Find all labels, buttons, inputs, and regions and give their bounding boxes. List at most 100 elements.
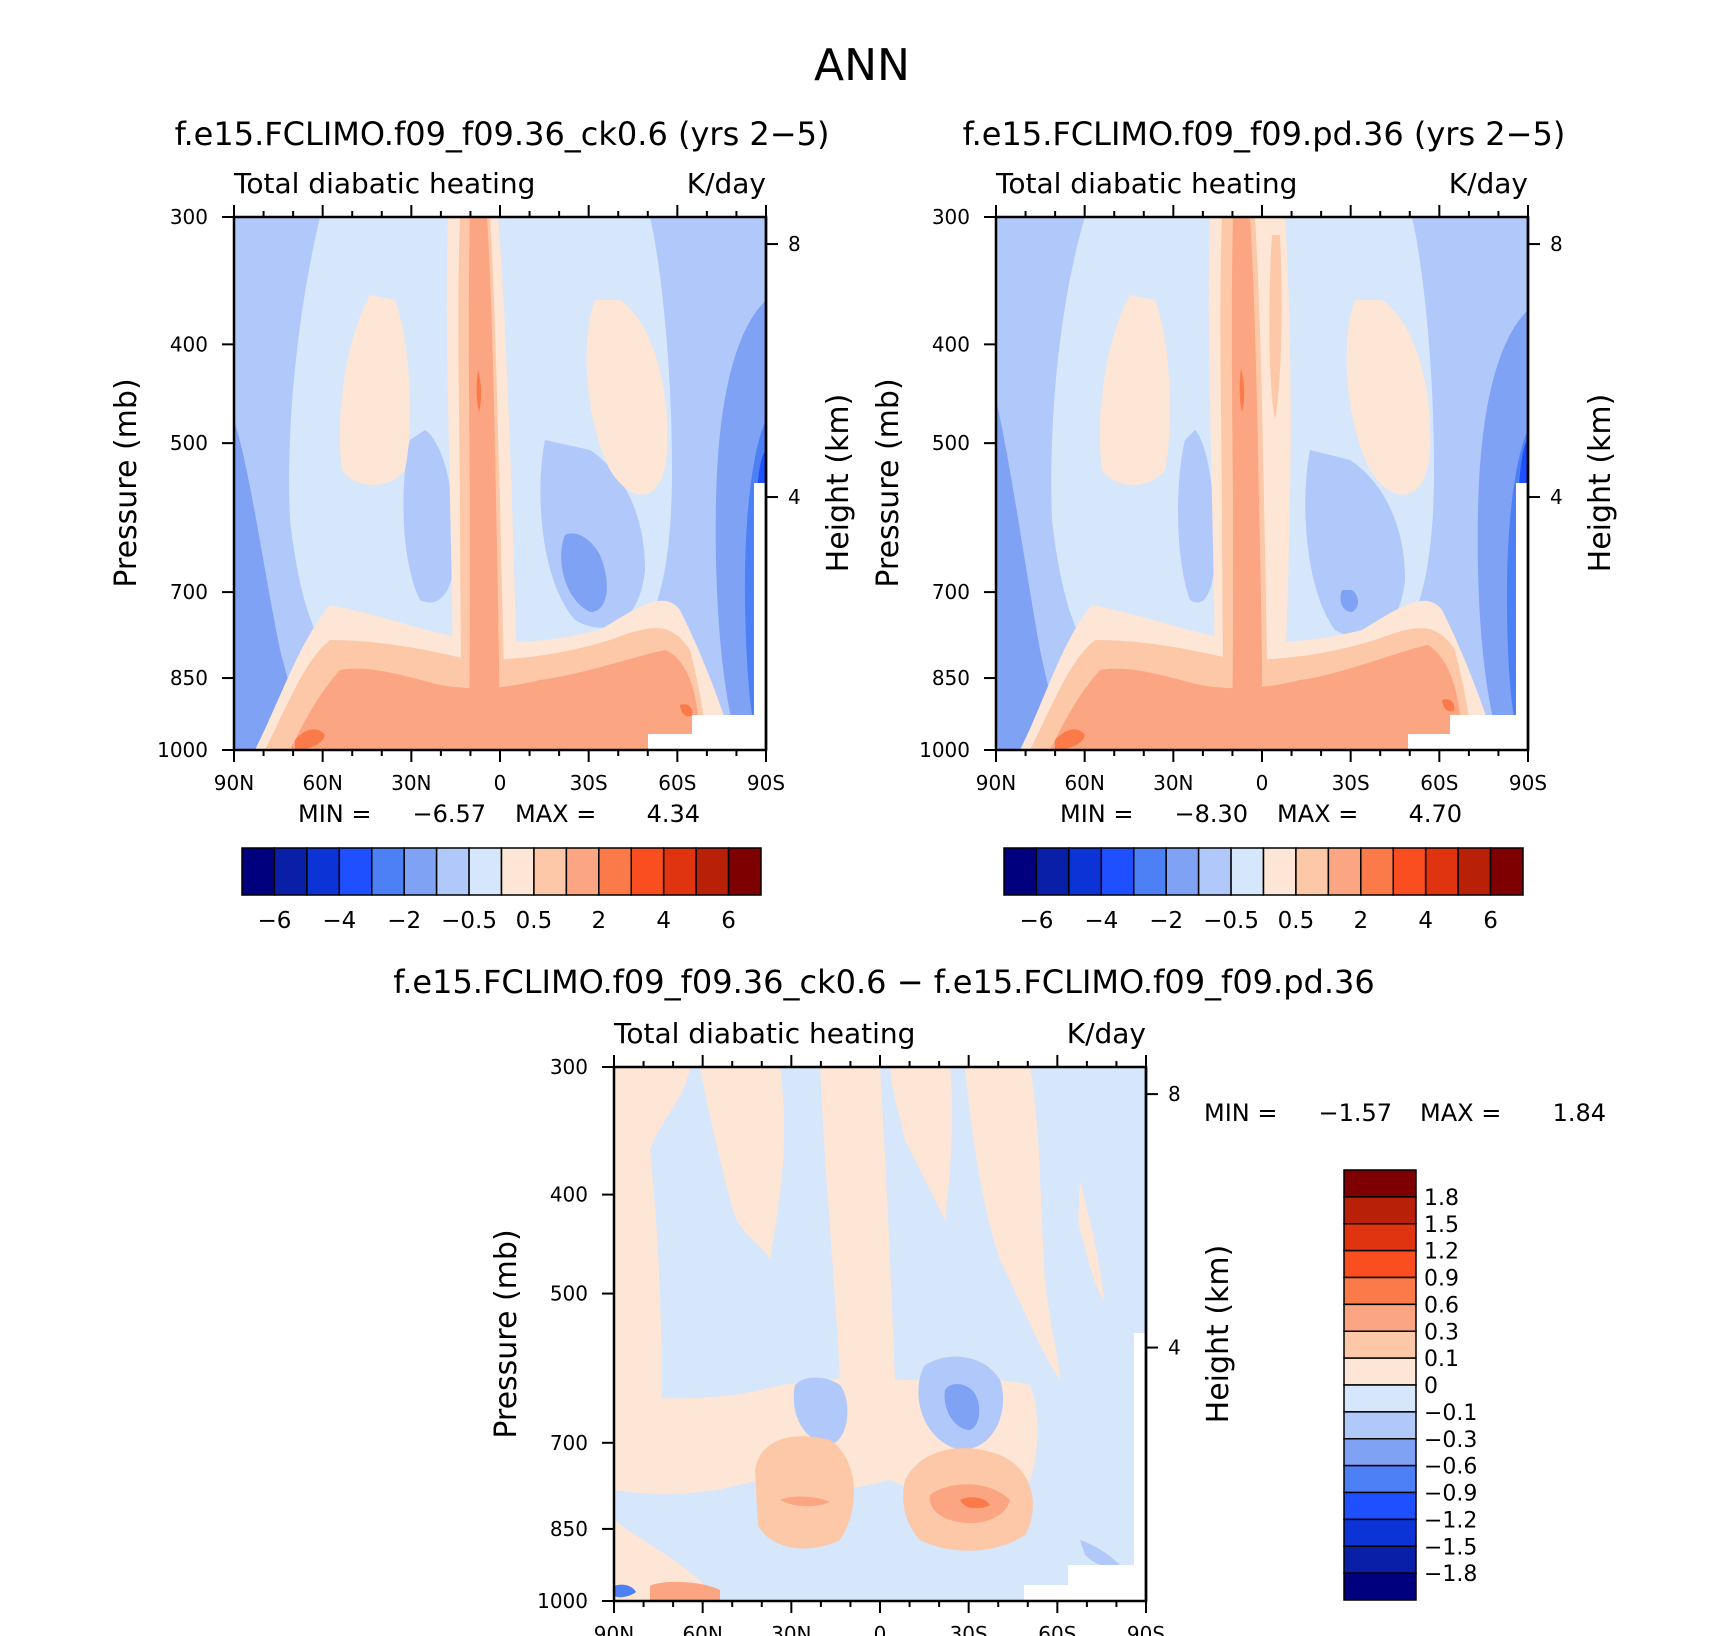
field-region [755,1436,854,1549]
field-region [1340,590,1358,612]
colorbar-box [1165,847,1200,896]
colorbar-box [1343,1276,1417,1306]
colorbar-box [1327,847,1362,896]
colorbar-label: 1.8 [1424,1186,1459,1211]
x-tick-label: 90S [1127,1622,1165,1636]
colorbar-box [565,847,600,896]
y-tick-label: 300 [170,205,208,229]
field-region [944,1384,980,1430]
y2-tick-label: 8 [788,232,801,256]
field-region [1346,300,1431,495]
x-tick-label: 90N [214,771,254,795]
x-tick-label: 30S [1332,771,1370,795]
colorbar-label: 1.5 [1424,1213,1459,1238]
y-axis: 300 400 500 700 850 1000 [157,205,234,762]
colorbar-box [1343,1411,1417,1440]
colorbar-box [533,847,568,896]
colorbar-box [630,847,665,896]
panel-difference: f.e15.FCLIMO.f09_f09.36_ck0.6 − f.e15.FC… [393,963,1606,1636]
field-region [561,533,607,612]
y-tick-label: 500 [170,431,208,455]
y-tick-label: 850 [170,666,208,690]
x-axis: 90N 60N 30N 0 30S 60S 90S [976,205,1547,795]
colorbar-label: −0.1 [1424,1401,1477,1426]
max-value: 1.84 [1553,1099,1606,1127]
y2-axis: 84 [1526,217,1563,750]
colorbar-box [371,847,405,896]
colorbar-box [1343,1303,1417,1332]
colorbar-label: −0.3 [1424,1428,1477,1453]
y2-tick-label: 4 [1168,1336,1181,1360]
colorbar-label: 0.5 [516,908,553,934]
contour-field [234,217,766,750]
max-label: MAX = [1277,800,1358,828]
colorbar-label: −2 [1149,908,1183,934]
field-region [996,400,1064,750]
colorbar-box [662,847,697,896]
field-region [650,1581,720,1601]
field-region [1305,450,1405,638]
min-label: MIN = [298,800,371,828]
x-tick-label: 60S [1038,1622,1076,1636]
colorbar-box [273,847,308,896]
missing-data [648,483,766,750]
x-tick-label: 30S [950,1622,988,1636]
colorbar-box [1133,847,1167,896]
colorbar-label: −0.5 [1203,908,1259,934]
colorbar-box [1343,1249,1417,1279]
y2-tick-label: 8 [1168,1082,1181,1106]
colorbar-box [1343,1464,1417,1494]
colorbar-label: −0.6 [1424,1455,1477,1480]
y-axis-label: Pressure (mb) [489,1229,524,1438]
colorbar-box [1068,847,1103,896]
y-tick-label: 700 [932,580,970,604]
right-subtitle: K/day [1067,1017,1146,1050]
y2-axis-label: Height (km) [1201,1245,1236,1424]
colorbar-box [1100,847,1135,896]
x-tick-label: 0 [1256,771,1269,795]
y-axis: 300 400 500 700 850 1000 [537,1055,614,1613]
y-tick-label: 300 [932,205,970,229]
field-region [1178,430,1215,603]
colorbar-box [241,847,276,896]
min-label: MIN = [1060,800,1133,828]
colorbar-label: −0.9 [1424,1482,1477,1507]
x-tick-label: 30S [570,771,608,795]
left-subtitle: Total diabatic heating [613,1017,915,1050]
field-region [614,1584,636,1598]
field-region [1078,1180,1104,1300]
colorbar-box [1343,1572,1417,1601]
colorbar-label: 0.6 [1424,1293,1459,1318]
y-tick-label: 850 [932,666,970,690]
y-axis-label: Pressure (mb) [109,378,144,587]
colorbar: 1.81.51.20.90.60.30.10−0.1−0.3−0.6−0.9−1… [1343,1169,1477,1601]
x-axis: 90N 60N 30N 0 30S 60S 90S [214,205,785,795]
x-tick-label: 30N [391,771,431,795]
missing-data [1024,1333,1146,1601]
x-tick-label: 60S [1420,771,1458,795]
colorbar-label: −6 [257,908,291,934]
panel-ck06: f.e15.FCLIMO.f09_f09.36_ck0.6 (yrs 2−5) … [109,115,856,934]
y2-axis: 84 [1144,1067,1181,1601]
field-region [793,1377,848,1445]
colorbar-box [403,847,438,896]
x-tick-label: 60N [1064,771,1104,795]
colorbar-box [1262,847,1297,896]
colorbar-label: −1.2 [1424,1508,1477,1533]
colorbar-box [1489,847,1524,896]
colorbar-box [500,847,535,896]
field-region [1080,1540,1120,1567]
colorbar-box [1343,1223,1417,1252]
panel-title: f.e15.FCLIMO.f09_f09.36_ck0.6 − f.e15.FC… [393,963,1374,1001]
colorbar-box [306,847,341,896]
colorbar-box [1035,847,1070,896]
colorbar-label: 0 [1424,1374,1438,1399]
x-tick-label: 90S [1509,771,1547,795]
y-tick-label: 500 [932,431,970,455]
contour-field [614,1067,1146,1601]
colorbar-label: 1.2 [1424,1240,1459,1265]
y2-axis-label: Height (km) [1583,394,1618,573]
contour-field [996,217,1528,750]
colorbar-box [1197,847,1232,896]
field-region [1099,295,1171,485]
